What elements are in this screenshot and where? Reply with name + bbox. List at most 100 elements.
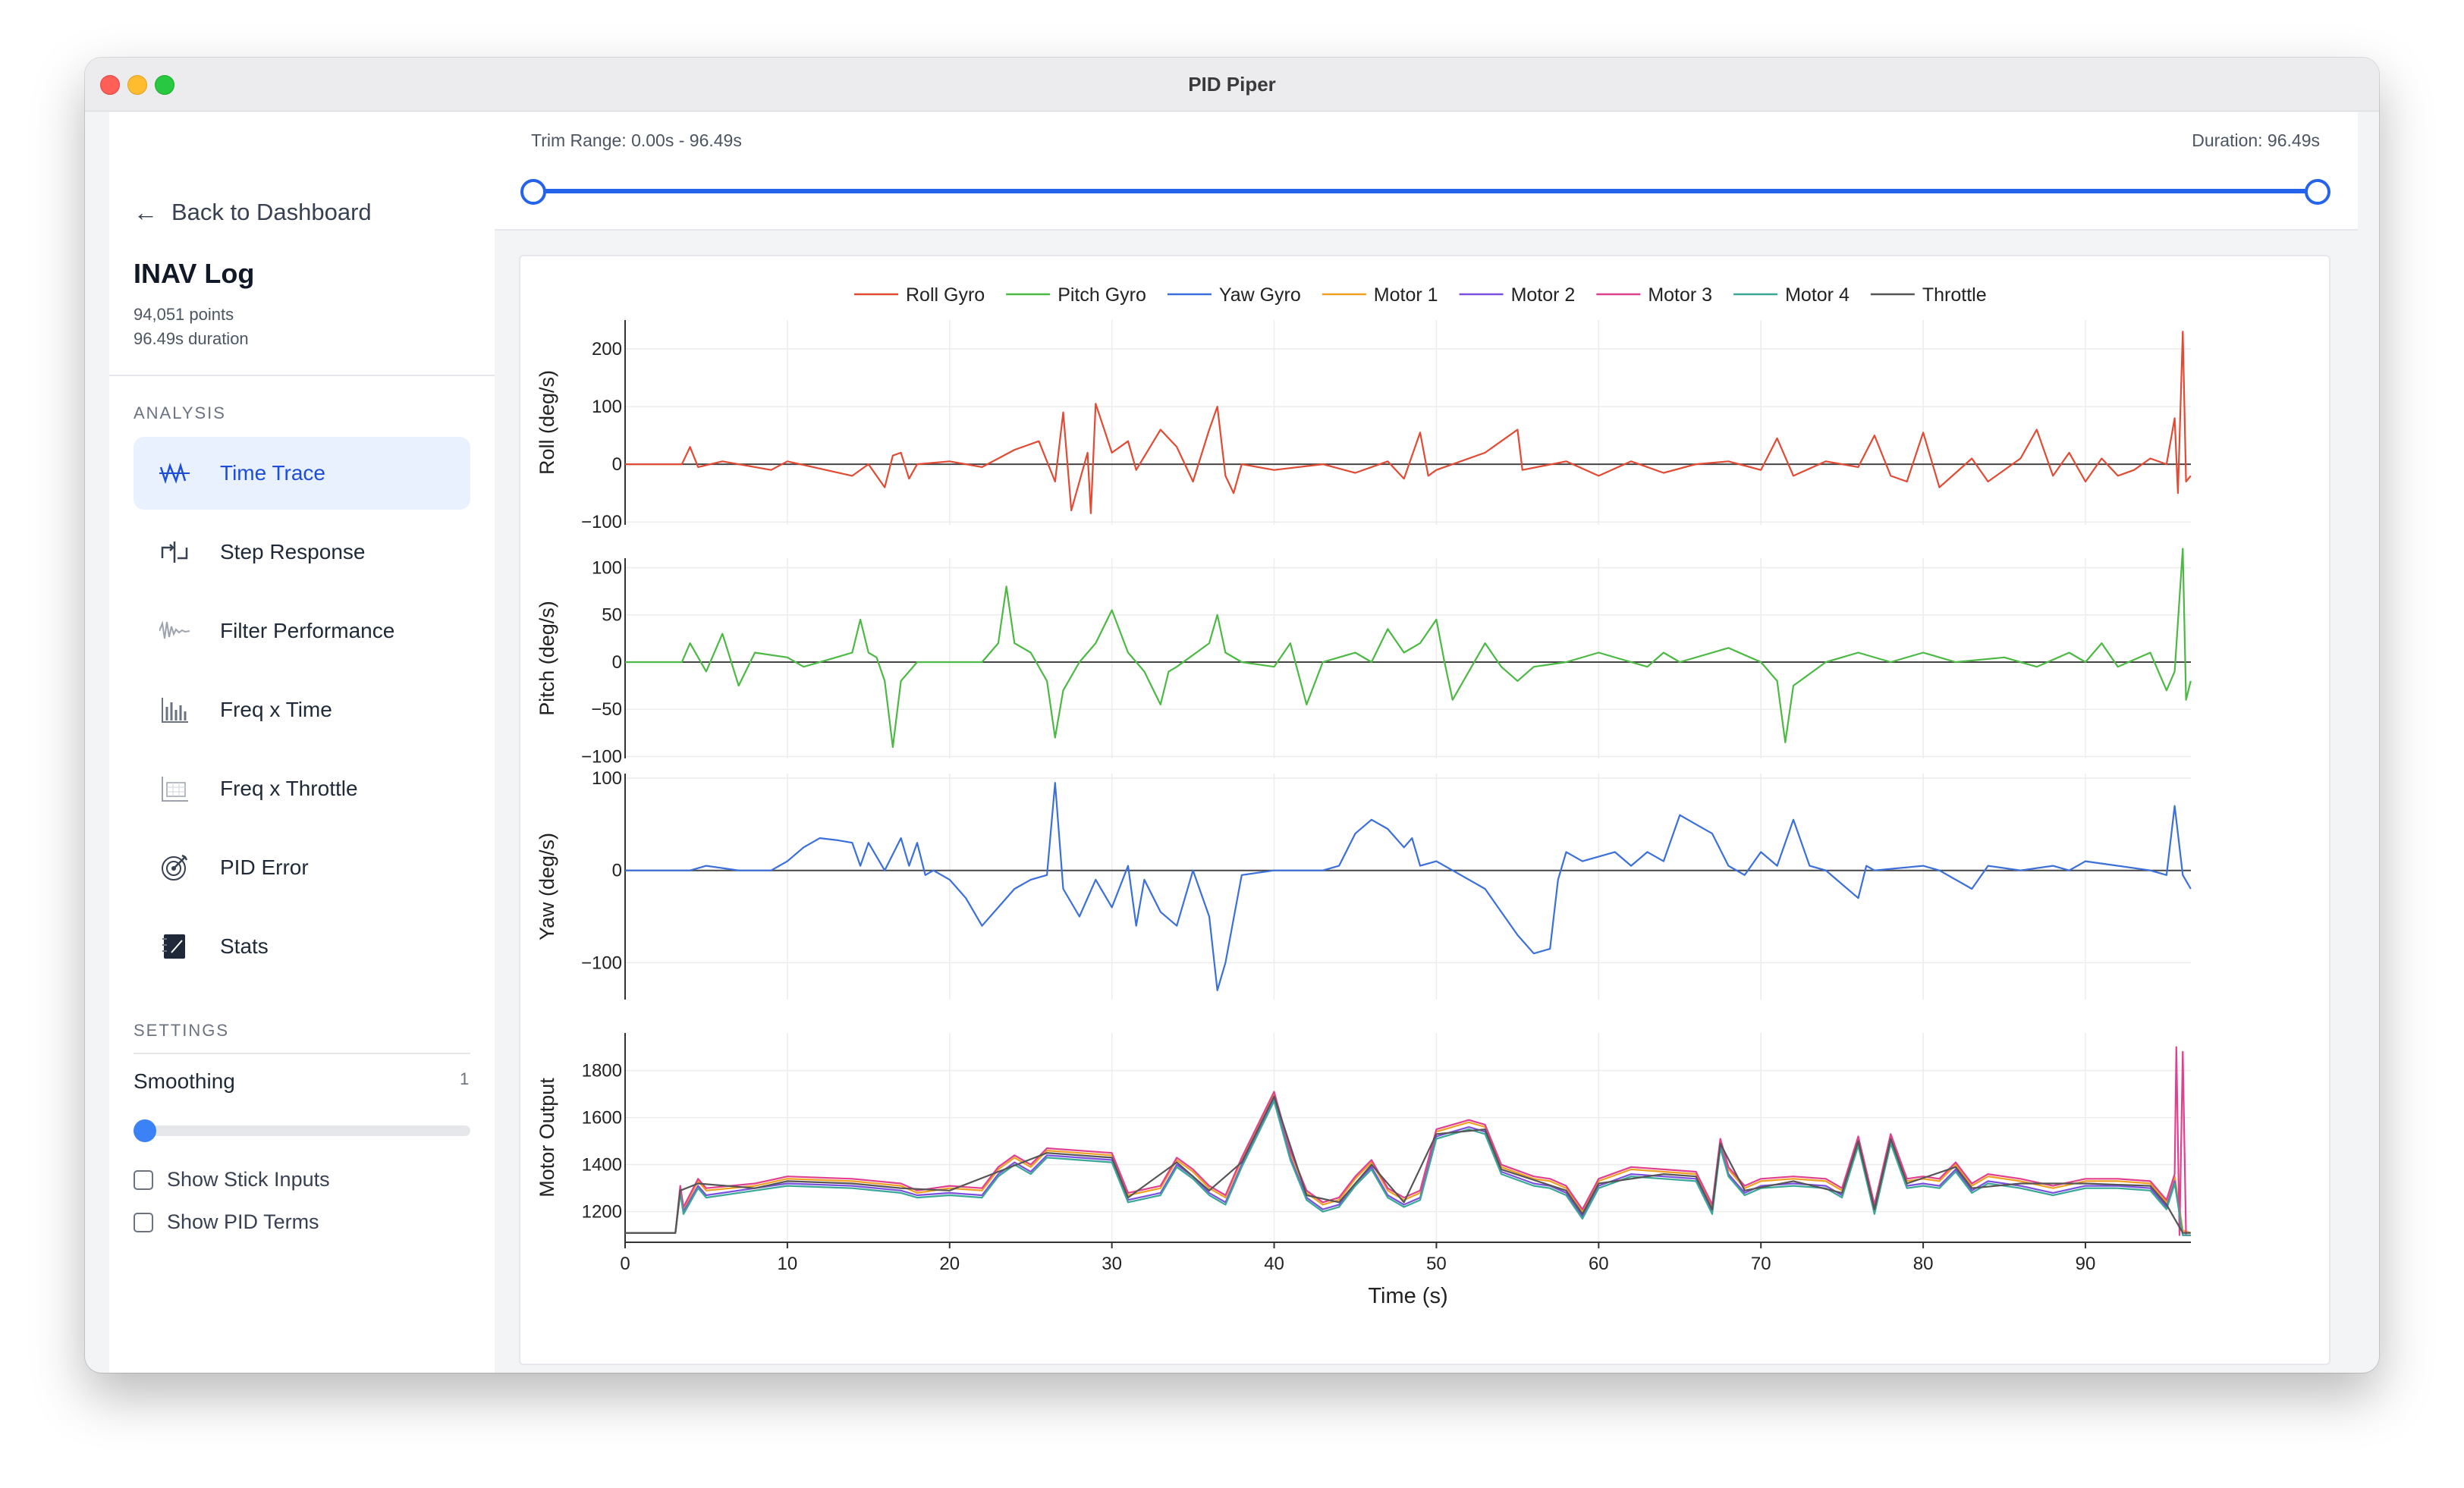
checkbox-box[interactable] <box>134 1212 153 1232</box>
settings-heading: SETTINGS <box>134 1021 230 1040</box>
x-tick-label: 50 <box>1426 1254 1447 1274</box>
notebook-icon <box>159 931 190 962</box>
nav-label: Freq x Throttle <box>220 777 358 800</box>
legend-label: Motor 1 <box>1374 284 1438 306</box>
smoothing-label: Smoothing <box>134 1069 235 1093</box>
series-line-motor-1 <box>625 1093 2192 1234</box>
show-stick-inputs-checkbox[interactable]: Show Stick Inputs <box>134 1168 330 1191</box>
series-line-motor-4 <box>625 1100 2191 1236</box>
x-tick-label: 30 <box>1102 1254 1122 1274</box>
y-axis-label: Roll (deg/s) <box>536 370 558 475</box>
series-line-pitch-gyro <box>625 548 2192 749</box>
x-tick-label: 90 <box>2076 1254 2096 1274</box>
duration-label: Duration: 96.49s <box>2192 130 2320 150</box>
sidebar: ← Back to Dashboard INAV Log 94,051 poin… <box>109 112 496 1373</box>
legend-label: Motor 4 <box>1785 284 1850 306</box>
close-window-button[interactable] <box>100 75 120 95</box>
legend-label: Throttle <box>1922 284 1987 306</box>
window-title: PID Piper <box>1188 73 1276 96</box>
log-duration: 96.49s duration <box>134 329 249 348</box>
sidebar-divider <box>109 375 495 376</box>
x-tick-label: 60 <box>1589 1254 1609 1274</box>
x-tick-label: 20 <box>939 1254 960 1274</box>
nav-label: Filter Performance <box>220 619 395 642</box>
legend-label: Roll Gyro <box>906 284 985 306</box>
smoothing-slider-handle[interactable] <box>134 1119 156 1142</box>
nav-label: PID Error <box>220 855 309 879</box>
time-trace-chart[interactable]: Roll Gyro Pitch Gyro Yaw Gyro Motor 1 Motor … <box>520 256 2329 1364</box>
y-tick-label: 0 <box>612 652 622 673</box>
legend-label: Yaw Gyro <box>1219 284 1301 306</box>
y-axis-label: Pitch (deg/s) <box>536 601 558 716</box>
title-bar: PID Piper <box>85 58 2379 111</box>
y-tick-label: 100 <box>592 768 622 789</box>
y-tick-label: 1200 <box>582 1202 622 1223</box>
log-title: INAV Log <box>134 258 255 289</box>
checkbox-box[interactable] <box>134 1169 153 1190</box>
y-tick-label: 1800 <box>582 1061 622 1081</box>
analysis-heading: ANALYSIS <box>134 403 226 422</box>
y-axis-label: Yaw (deg/s) <box>536 833 558 940</box>
nav-label: Time Trace <box>220 461 325 485</box>
x-tick-label: 80 <box>1913 1254 1934 1274</box>
y-tick-label: 0 <box>612 454 622 475</box>
filter-icon <box>159 616 190 646</box>
y-tick-label: −100 <box>581 747 622 768</box>
freq-time-icon <box>159 695 190 725</box>
series-line-roll-gyro <box>625 331 2192 514</box>
trim-range-label: Trim Range: 0.00s - 96.49s <box>531 130 742 150</box>
nav-filter-performance[interactable]: Filter Performance <box>134 595 470 667</box>
minimize-window-button[interactable] <box>127 75 147 95</box>
chart-card: Roll Gyro Pitch Gyro Yaw Gyro Motor 1 Motor … <box>519 255 2330 1365</box>
x-tick-label: 0 <box>620 1254 630 1274</box>
x-tick-label: 10 <box>778 1254 798 1274</box>
freq-throttle-icon <box>159 774 190 804</box>
x-tick-label: 70 <box>1751 1254 1771 1274</box>
back-to-dashboard-link[interactable]: ← Back to Dashboard <box>134 197 372 228</box>
y-tick-label: 200 <box>592 339 622 359</box>
checkbox-label: Show PID Terms <box>167 1210 319 1233</box>
y-tick-label: 100 <box>592 397 622 417</box>
nav-stats[interactable]: Stats <box>134 910 470 983</box>
step-response-icon <box>159 537 190 567</box>
log-points: 94,051 points <box>134 305 234 324</box>
y-tick-label: 0 <box>612 861 622 881</box>
show-pid-terms-checkbox[interactable]: Show PID Terms <box>134 1210 319 1234</box>
x-tick-label: 40 <box>1264 1254 1284 1274</box>
nav-label: Stats <box>220 934 269 958</box>
nav-pid-error[interactable]: PID Error <box>134 831 470 904</box>
checkbox-label: Show Stick Inputs <box>167 1168 330 1191</box>
y-tick-label: −100 <box>581 953 622 973</box>
nav-freq-x-time[interactable]: Freq x Time <box>134 673 470 746</box>
series-line-throttle <box>625 1095 2191 1234</box>
legend-label: Motor 2 <box>1511 284 1576 306</box>
nav-step-response[interactable]: Step Response <box>134 516 470 589</box>
app-window: PID Piper ← Back to Dashboard INAV Log 9… <box>85 58 2379 1373</box>
back-label: Back to Dashboard <box>171 199 372 225</box>
nav-time-trace[interactable]: Time Trace <box>134 437 470 510</box>
series-line-yaw-gyro <box>625 782 2192 991</box>
main-content: Trim Range: 0.00s - 96.49s Duration: 96.… <box>495 112 2379 1373</box>
smoothing-slider-track[interactable] <box>134 1125 470 1136</box>
y-tick-label: 1600 <box>582 1108 622 1129</box>
trim-end-handle[interactable] <box>2305 179 2330 205</box>
nav-freq-x-throttle[interactable]: Freq x Throttle <box>134 752 470 825</box>
series-line-motor-3 <box>625 1046 2191 1236</box>
arrow-left-icon: ← <box>134 198 158 226</box>
target-icon <box>159 852 190 883</box>
time-trace-icon <box>159 458 190 488</box>
nav-label: Freq x Time <box>220 698 332 721</box>
x-axis-label: Time (s) <box>1368 1284 1447 1308</box>
y-tick-label: −50 <box>591 699 622 720</box>
legend-label: Pitch Gyro <box>1058 284 1146 306</box>
trim-start-handle[interactable] <box>520 179 546 205</box>
y-tick-label: 50 <box>602 605 622 626</box>
y-tick-label: −100 <box>581 512 622 532</box>
y-tick-label: 100 <box>592 557 622 578</box>
zoom-window-button[interactable] <box>155 75 174 95</box>
trim-range-track[interactable] <box>531 189 2315 193</box>
y-tick-label: 1400 <box>582 1155 622 1176</box>
smoothing-value: 1 <box>460 1069 470 1088</box>
legend-label: Motor 3 <box>1648 284 1712 306</box>
nav-label: Step Response <box>220 540 366 563</box>
